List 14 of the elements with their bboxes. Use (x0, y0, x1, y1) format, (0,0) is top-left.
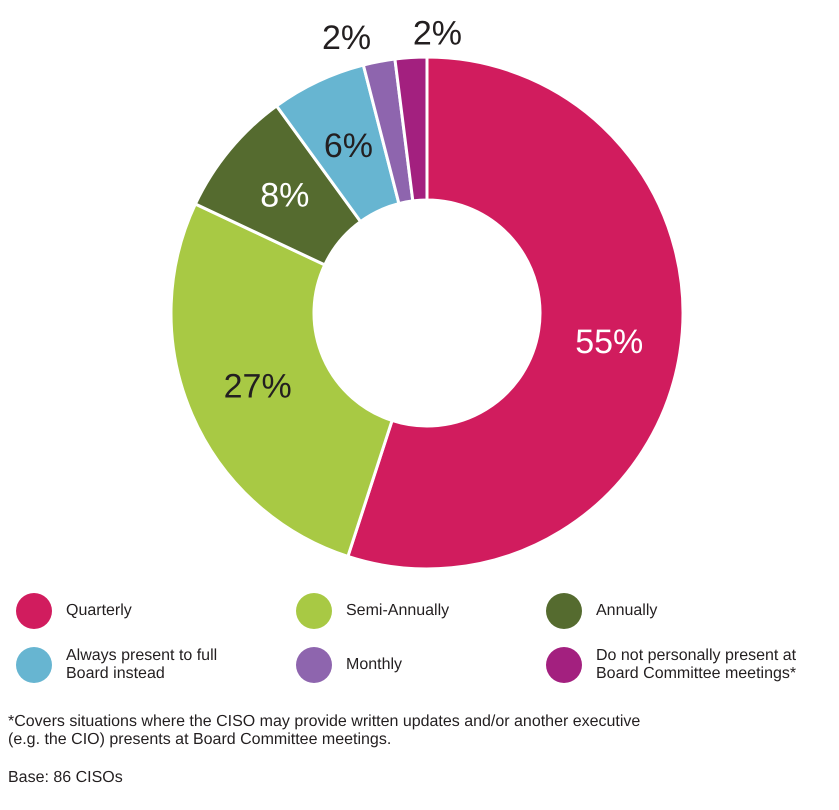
data-label: 2% (412, 14, 462, 53)
data-label: 8% (260, 176, 310, 214)
legend-label: Do not personally present at Board Committee meetings* (596, 647, 798, 683)
legend-label: Quarterly (66, 602, 133, 620)
data-label: 27% (224, 367, 292, 406)
legend-label: Monthly (346, 656, 404, 674)
legend-label: Annually (596, 602, 658, 620)
data-label: 55% (575, 322, 644, 361)
legend-label: Semi-Annually (346, 602, 450, 620)
data-label: 2% (322, 18, 372, 57)
data-label: 6% (324, 127, 374, 166)
text: Base: 86 CISOs (8, 769, 124, 787)
legend-label: Always present to full Board instead (66, 647, 218, 683)
text: *Covers situations where the CISO may provide written updates and/or another executive (e.g. the CIO) presents at Board Committee meetings. (8, 713, 642, 749)
